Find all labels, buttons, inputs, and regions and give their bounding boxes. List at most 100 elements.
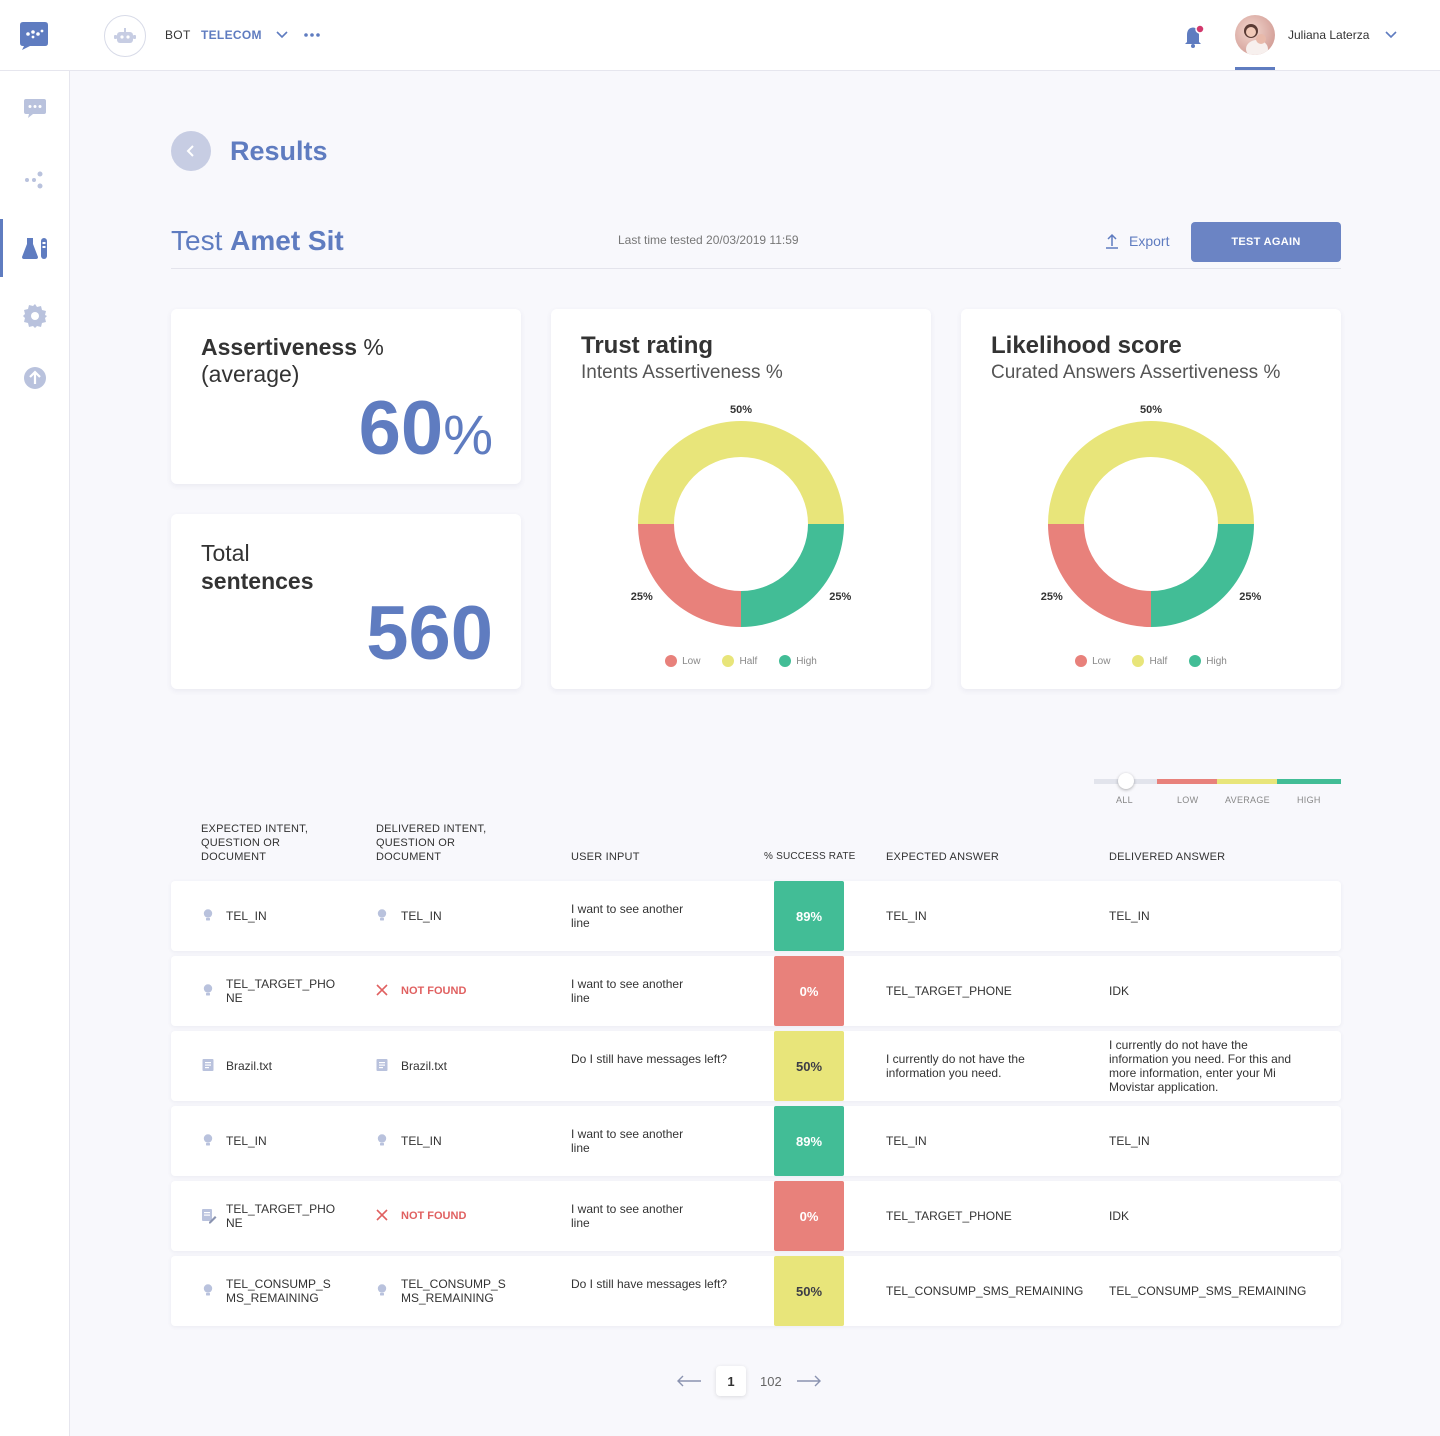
expected-intent: TEL_IN (226, 1134, 267, 1148)
delivered-answer: TEL_CONSUMP_SMS_REMAINING (1109, 1284, 1307, 1298)
expected-intent: TEL_IN (226, 909, 267, 923)
legend-swatch (779, 655, 792, 667)
filter-segment-average[interactable] (1217, 779, 1277, 784)
chevron-down-icon[interactable] (1384, 29, 1398, 41)
donut-label-low: 25% (1041, 591, 1063, 603)
donut-label-half: 50% (730, 404, 752, 416)
last-tested-text: Last time tested 20/03/2019 11:59 (618, 233, 799, 247)
legend-item-high: High (1189, 655, 1227, 667)
assertiveness-unit: % (443, 403, 493, 466)
chevron-down-icon[interactable] (275, 29, 289, 41)
robot-icon (114, 28, 136, 43)
legend-label: Low (682, 655, 701, 667)
more-icon[interactable] (302, 28, 322, 42)
expected-intent: TEL_CONSUMP_S MS_REMAINING (226, 1277, 331, 1305)
legend-item-high: High (779, 655, 817, 667)
user-name[interactable]: Juliana Laterza (1288, 28, 1370, 42)
delivered-answer: I currently do not have the information … (1109, 1038, 1292, 1094)
filter-segment-low[interactable] (1157, 779, 1217, 784)
success-rate-badge: 89% (774, 881, 844, 951)
user-input: I want to see another line (571, 977, 684, 1005)
app-logo-icon[interactable] (18, 21, 50, 51)
export-icon (1106, 233, 1118, 249)
success-rate-badge: 0% (774, 956, 844, 1026)
filter-label-high[interactable]: HIGH (1297, 795, 1321, 805)
sentences-label: Total sentences (201, 539, 314, 595)
success-filter-slider[interactable]: ALL LOW AVERAGE HIGH (1094, 770, 1341, 810)
assertiveness-card: Assertiveness % (average) 60% (171, 309, 521, 484)
notification-bell-icon[interactable] (1180, 23, 1208, 49)
arrow-right-icon[interactable] (796, 1375, 822, 1387)
assertiveness-label-pct: % (357, 334, 384, 360)
filter-label-low[interactable]: LOW (1177, 795, 1199, 805)
legend-item-low: Low (665, 655, 700, 667)
delivered-intent: TEL_IN (401, 1134, 442, 1148)
user-input: I want to see another line (571, 1127, 684, 1155)
export-label: Export (1129, 233, 1170, 249)
expected-answer: TEL_IN (886, 1134, 927, 1148)
user-input: I want to see another line (571, 1202, 684, 1230)
donut-label-high: 25% (829, 591, 851, 603)
trust-donut-chart: 50% 25% 25% (631, 404, 851, 627)
column-header-expected: EXPECTED INTENT, QUESTION OR DOCUMENT (201, 823, 309, 863)
donut-slice-half (638, 421, 844, 524)
not-found-label: NOT FOUND (401, 1210, 467, 1222)
column-header-success-rate: % SUCCESS RATE (764, 851, 856, 862)
table-row[interactable]: TEL_IN TEL_IN I want to see another line… (171, 1106, 1341, 1176)
bot-avatar[interactable] (104, 15, 146, 57)
filter-knob[interactable] (1118, 773, 1134, 789)
sidebar-item-settings[interactable] (0, 287, 70, 345)
trust-rating-card: Trust rating Intents Assertiveness % 50%… (551, 309, 931, 689)
assertiveness-label: Assertiveness % (average) (201, 334, 384, 388)
back-button[interactable] (171, 131, 211, 171)
likelihood-donut-chart: 50% 25% 25% (1041, 404, 1261, 627)
header-divider (171, 268, 1341, 269)
donut-slice-low (1048, 524, 1151, 627)
test-again-button[interactable]: TEST AGAIN (1191, 222, 1341, 262)
table-row[interactable]: TEL_TARGET_PHO NE NOT FOUND I want to se… (171, 1181, 1341, 1251)
expected-intent: TEL_TARGET_PHO NE (226, 977, 336, 1005)
delivered-answer: IDK (1109, 984, 1130, 998)
page-current[interactable]: 1 (716, 1366, 746, 1396)
expected-intent: Brazil.txt (226, 1059, 273, 1073)
chat-icon (24, 99, 46, 118)
table-row[interactable]: TEL_TARGET_PHO NE NOT FOUND I want to se… (171, 956, 1341, 1026)
assertiveness-label-strong: Assertiveness (201, 334, 357, 360)
expected-answer: I currently do not have the information … (886, 1052, 1025, 1080)
sidebar-item-tests[interactable] (0, 219, 70, 277)
edit-document-icon (201, 1208, 217, 1224)
test-title-prefix: Test (171, 225, 231, 256)
x-icon (375, 1208, 389, 1222)
chart-subtitle: Curated Answers Assertiveness % (991, 362, 1281, 383)
not-found-label: NOT FOUND (401, 985, 467, 997)
export-button[interactable]: Export (1105, 230, 1169, 252)
filter-label-all[interactable]: ALL (1116, 795, 1133, 805)
filter-label-average[interactable]: AVERAGE (1225, 795, 1270, 805)
bot-name[interactable]: TELECOM (201, 28, 262, 42)
sentences-value: 560 (366, 591, 493, 676)
page-total[interactable]: 102 (760, 1373, 782, 1389)
filter-segment-high[interactable] (1277, 779, 1341, 784)
table-row[interactable]: TEL_IN TEL_IN I want to see another line… (171, 881, 1341, 951)
column-header-delivered-answer: DELIVERED ANSWER (1109, 851, 1226, 863)
success-rate-badge: 89% (774, 1106, 844, 1176)
donut-label-low: 25% (631, 591, 653, 603)
user-avatar[interactable] (1235, 15, 1275, 55)
expected-answer: TEL_IN (886, 909, 927, 923)
sidebar-item-conversations[interactable] (0, 80, 70, 138)
legend-swatch (722, 655, 735, 667)
test-title-name: Amet Sit (230, 225, 344, 256)
legend-swatch (1132, 655, 1145, 667)
assertiveness-label-sub: (average) (201, 361, 300, 387)
sidebar-item-upload[interactable] (0, 349, 70, 407)
sidebar-item-flows[interactable] (0, 151, 70, 209)
arrow-left-icon[interactable] (676, 1375, 702, 1387)
table-row[interactable]: TEL_CONSUMP_S MS_REMAINING TEL_CONSUMP_S… (171, 1256, 1341, 1326)
bulb-icon (201, 908, 215, 922)
delivered-intent: Brazil.txt (401, 1059, 448, 1073)
top-bar: BOT TELECOM Juliana Laterza (0, 0, 1440, 71)
expected-answer: TEL_CONSUMP_SMS_REMAINING (886, 1284, 1084, 1298)
table-row[interactable]: Brazil.txt Brazil.txt Do I still have me… (171, 1031, 1341, 1101)
success-rate-badge: 0% (774, 1181, 844, 1251)
bulb-icon (201, 1133, 215, 1147)
